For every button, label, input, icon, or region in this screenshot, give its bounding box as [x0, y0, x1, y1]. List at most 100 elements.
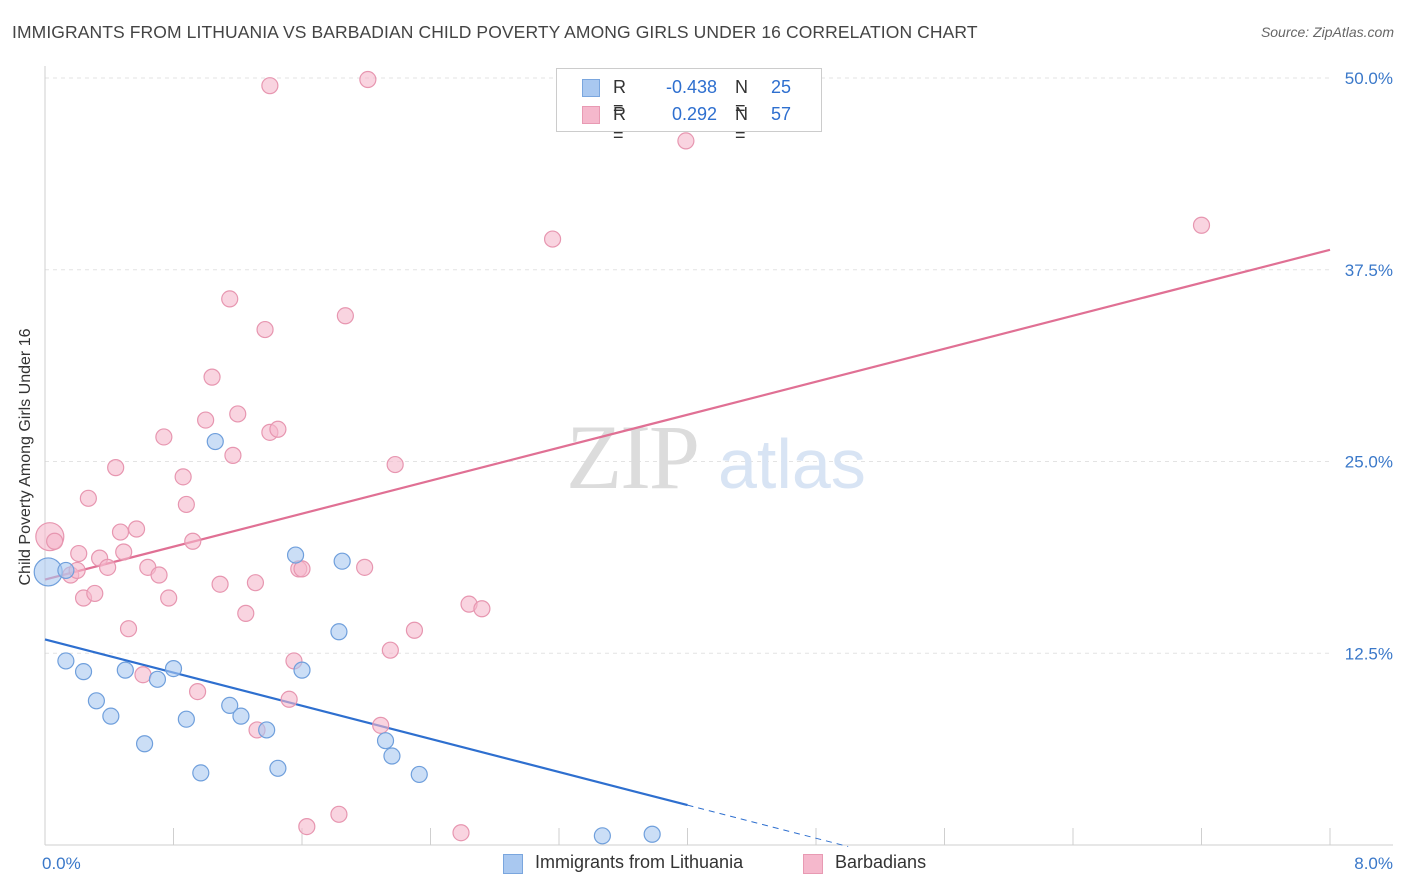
trendline-lithuania: [44, 638, 688, 807]
point-barbadians: [381, 641, 399, 659]
point-barbadians: [119, 620, 138, 638]
point-barbadians: [160, 589, 178, 607]
legend-label: Barbadians: [835, 852, 927, 872]
point-lithuania: [643, 825, 661, 843]
y-tick-label: 50.0%: [1345, 69, 1393, 88]
watermark: ZIP atlas: [566, 406, 866, 508]
point-barbadians: [150, 566, 168, 584]
point-lithuania: [57, 652, 75, 670]
x-tick-label: 0.0%: [42, 854, 81, 873]
point-barbadians: [177, 495, 195, 514]
n-label: N =: [735, 77, 748, 118]
axes: [44, 66, 1393, 846]
point-lithuania: [333, 552, 351, 570]
point-barbadians: [386, 455, 404, 474]
legend-swatch-lithuania: [582, 79, 600, 97]
point-barbadians: [473, 600, 491, 618]
point-barbadians: [677, 132, 695, 150]
point-lithuania: [87, 692, 106, 710]
point-barbadians: [280, 690, 298, 708]
point-lithuania: [330, 623, 348, 641]
point-barbadians: [237, 604, 255, 622]
legend-swatch-lithuania: [503, 854, 523, 874]
point-barbadians: [229, 405, 247, 423]
trend-lines: [44, 248, 1331, 848]
point-barbadians: [211, 575, 229, 593]
point-barbadians: [372, 716, 390, 734]
point-barbadians: [221, 290, 239, 308]
r-label: R =: [613, 104, 626, 145]
watermark-atlas: atlas: [718, 425, 866, 503]
point-lithuania: [269, 759, 287, 777]
point-barbadians: [127, 520, 146, 538]
trendline-barbadians: [44, 248, 1331, 581]
point-lithuania: [376, 732, 395, 750]
point-lithuania: [410, 765, 428, 784]
point-barbadians: [134, 666, 152, 684]
r-value: 0.292: [671, 104, 717, 124]
point-barbadians: [70, 544, 88, 563]
point-barbadians: [246, 574, 265, 592]
point-barbadians: [79, 489, 97, 507]
legend-swatch-barbadians: [582, 106, 600, 124]
legend-swatch-barbadians: [803, 854, 823, 874]
legend-correlation: R = -0.438 N = 25 R = 0.292 N = 57: [556, 68, 822, 145]
point-barbadians: [174, 468, 192, 486]
point-lithuania: [57, 561, 75, 580]
point-lithuania: [206, 432, 224, 451]
point-barbadians: [203, 368, 221, 386]
point-lithuania: [74, 663, 93, 681]
n-value: 57: [771, 104, 792, 124]
point-barbadians: [107, 459, 125, 477]
grid-lines: [45, 77, 1330, 654]
r-value: -0.438: [665, 77, 717, 97]
point-barbadians: [293, 560, 311, 578]
point-barbadians: [115, 543, 133, 561]
point-barbadians: [405, 621, 424, 639]
point-lithuania: [293, 661, 311, 679]
point-barbadians: [330, 805, 348, 823]
x-tick-label: 8.0%: [1354, 854, 1393, 873]
trendline-lithuania-extension: [687, 804, 849, 848]
point-lithuania: [192, 764, 210, 782]
point-lithuania: [221, 696, 239, 715]
watermark-zip: ZIP: [566, 406, 698, 508]
r-label: R =: [613, 77, 626, 118]
point-barbadians: [359, 70, 377, 89]
point-lithuania: [164, 659, 183, 678]
chart-title: IMMIGRANTS FROM LITHUANIA VS BARBADIAN C…: [12, 22, 978, 42]
point-lithuania: [258, 721, 276, 739]
tick-labels: 12.5% 25.0% 37.5% 50.0% 0.0% 8.0%: [42, 69, 1393, 873]
point-lithuania: [593, 827, 611, 845]
point-barbadians: [256, 320, 274, 339]
n-value: 25: [771, 77, 792, 97]
point-lithuania: [383, 747, 401, 765]
point-barbadians: [543, 230, 562, 248]
point-barbadians: [188, 682, 207, 701]
point-barbadians: [46, 532, 64, 550]
point-lithuania: [135, 735, 154, 753]
point-barbadians: [1192, 216, 1211, 234]
point-barbadians: [356, 558, 374, 576]
point-barbadians: [452, 824, 470, 842]
point-barbadians: [336, 307, 354, 325]
point-barbadians: [86, 584, 104, 603]
y-tick-label: 12.5%: [1345, 644, 1393, 663]
point-barbadians: [155, 428, 173, 446]
legend-label: Immigrants from Lithuania: [535, 852, 744, 872]
point-barbadians: [184, 532, 202, 550]
point-barbadians: [111, 523, 130, 541]
point-barbadians: [261, 77, 279, 95]
y-tick-label: 37.5%: [1345, 261, 1393, 280]
point-barbadians: [269, 420, 287, 438]
data-points: [33, 70, 1211, 845]
point-lithuania: [177, 710, 195, 728]
point-lithuania: [148, 670, 167, 688]
point-lithuania: [116, 661, 134, 679]
point-lithuania: [102, 707, 120, 725]
point-lithuania: [232, 707, 250, 725]
n-label: N =: [735, 104, 748, 145]
point-barbadians: [99, 558, 117, 576]
source-label: Source: ZipAtlas.com: [1260, 24, 1394, 40]
